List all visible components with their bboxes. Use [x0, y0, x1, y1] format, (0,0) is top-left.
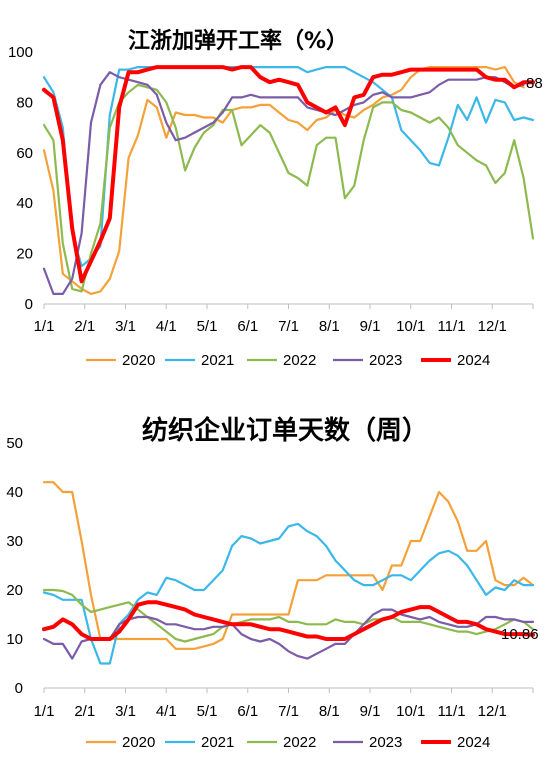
legend-label-2023: 2023 — [369, 734, 402, 751]
x-tick-label: 7/1 — [278, 703, 299, 720]
x-tick-label: 2/1 — [74, 703, 95, 720]
legend-label-2021: 2021 — [201, 734, 234, 751]
series-line-2024 — [42, 65, 535, 284]
x-tick-label: 6/1 — [237, 318, 258, 335]
y-tick-label: 50 — [6, 435, 23, 452]
legend-label-2023: 2023 — [369, 352, 402, 369]
y-axis: 0 20 40 60 80 100 — [8, 44, 33, 313]
x-tick-label: 7/1 — [278, 318, 299, 335]
x-tick-label: 12/1 — [478, 318, 507, 335]
x-axis: 1/1 2/1 3/1 4/1 5/1 6/1 7/1 8/1 9/1 10/1 11/1 12/1 — [34, 303, 534, 335]
x-tick-label: 3/1 — [115, 703, 136, 720]
end-value-label: 88 — [526, 75, 543, 92]
y-tick-label: 10 — [6, 631, 23, 648]
x-tick-label: 5/1 — [197, 703, 218, 720]
y-tick-label: 30 — [6, 533, 23, 550]
chart-title: 江浙加弹开工率（%） — [128, 28, 348, 54]
x-tick-label: 8/1 — [319, 703, 340, 720]
y-tick-label: 20 — [6, 582, 23, 599]
legend-label-2024: 2024 — [457, 734, 490, 751]
y-tick-label: 100 — [8, 44, 33, 61]
x-tick-label: 1/1 — [34, 318, 55, 335]
chart-utilization-rate: 江浙加弹开工率（%） 0 20 40 60 80 100 1/1 2/1 3/1 4/1 5/1 6… — [8, 28, 543, 369]
plot-area — [42, 481, 535, 665]
x-tick-label: 11/1 — [437, 318, 465, 335]
x-tick-label: 12/1 — [478, 703, 507, 720]
legend-label-2022: 2022 — [283, 734, 316, 751]
x-tick-label: 11/1 — [437, 703, 465, 720]
y-tick-label: 60 — [16, 145, 33, 162]
y-tick-label: 40 — [6, 484, 23, 501]
chart-order-days: 纺织企业订单天数（周） 0 10 20 30 40 50 1/1 2/1 3/1 4/1 5/1 6… — [6, 415, 538, 751]
x-axis: 1/1 2/1 3/1 4/1 5/1 6/1 7/1 8/1 9/1 10/1 11/1 12/1 — [34, 687, 534, 720]
x-tick-label: 9/1 — [360, 318, 381, 335]
x-tick-label: 6/1 — [237, 703, 258, 720]
x-tick-label: 9/1 — [360, 703, 381, 720]
series-line-2021 — [42, 65, 535, 268]
y-tick-label: 40 — [16, 195, 33, 212]
x-tick-label: 10/1 — [396, 703, 425, 720]
x-tick-label: 5/1 — [197, 318, 218, 335]
y-tick-label: 20 — [16, 246, 33, 263]
end-value-label: 10.86 — [501, 626, 539, 643]
y-tick-label: 80 — [16, 94, 33, 111]
series-line-2020 — [42, 65, 525, 295]
legend-label-2022: 2022 — [283, 352, 316, 369]
x-tick-label: 2/1 — [74, 318, 95, 335]
x-tick-label: 8/1 — [319, 318, 340, 335]
x-tick-label: 1/1 — [34, 703, 55, 720]
y-tick-label: 0 — [15, 680, 23, 697]
chart-title: 纺织企业订单天数（周） — [142, 415, 428, 446]
series-line-2020 — [42, 481, 535, 650]
series-line-2022 — [42, 83, 535, 293]
y-axis: 0 10 20 30 40 50 — [6, 435, 23, 697]
x-tick-label: 10/1 — [396, 318, 425, 335]
x-tick-label: 3/1 — [115, 318, 136, 335]
legend-label-2020: 2020 — [122, 352, 155, 369]
plot-area — [42, 65, 535, 295]
y-tick-label: 0 — [25, 296, 33, 313]
legend: 2020 2021 2022 2023 2024 — [86, 352, 490, 369]
legend-label-2020: 2020 — [122, 734, 155, 751]
series-line-2024 — [42, 600, 535, 641]
x-tick-label: 4/1 — [156, 703, 177, 720]
series-line-2021 — [42, 522, 535, 665]
x-tick-label: 4/1 — [156, 318, 177, 335]
legend: 2020 2021 2022 2023 2024 — [86, 734, 490, 751]
legend-label-2024: 2024 — [457, 352, 490, 369]
series-line-2023 — [42, 71, 525, 295]
series-line-2022 — [42, 588, 535, 643]
legend-label-2021: 2021 — [201, 352, 234, 369]
